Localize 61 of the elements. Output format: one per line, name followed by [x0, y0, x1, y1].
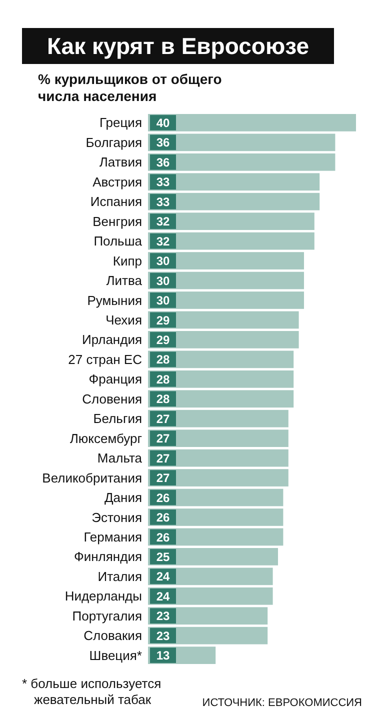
data-label: 27	[156, 432, 170, 446]
y-tick-label: Литва	[106, 273, 143, 288]
y-tick-label: Словакия	[84, 628, 142, 644]
data-label: 29	[156, 333, 170, 347]
y-tick-label: 27 стран ЕС	[68, 352, 142, 367]
y-tick-label: Ирландия	[82, 332, 142, 348]
y-tick-label: Чехия	[106, 312, 142, 328]
data-label: 30	[156, 294, 170, 308]
data-label: 36	[156, 136, 170, 150]
y-tick-label: Эстония	[92, 510, 142, 525]
data-label: 27	[156, 451, 170, 466]
data-label: 30	[156, 254, 170, 268]
y-tick-label: Словения	[82, 391, 142, 406]
y-tick-label: Болгария	[86, 134, 142, 150]
data-label: 32	[156, 234, 170, 248]
y-tick-label: Мальта	[97, 450, 143, 466]
data-label: 28	[156, 372, 170, 386]
data-label: 24	[156, 570, 170, 584]
y-tick-label: Латвия	[99, 154, 142, 170]
data-label: 26	[156, 490, 170, 505]
y-tick-label: Германия	[84, 530, 142, 545]
y-tick-label: Кипр	[112, 253, 142, 268]
text: ИСТОЧНИК: ЕВРОКОМИССИЯ	[202, 697, 362, 709]
y-tick-label: Португалия	[72, 608, 142, 624]
data-label: 33	[156, 194, 170, 209]
y-tick-label: Швеция*	[89, 648, 142, 663]
text: * больше используется жевательный табак	[22, 676, 162, 707]
y-tick-label: Финляндия	[74, 549, 142, 564]
data-label: 33	[156, 175, 170, 190]
chart-title: Как курят в Евросоюзе	[46, 33, 310, 59]
data-label: 24	[156, 589, 170, 604]
y-tick-label: Дания	[104, 490, 142, 506]
y-tick-label: Великобритания	[42, 470, 142, 486]
data-label: 36	[156, 155, 170, 170]
data-label: 13	[156, 648, 170, 663]
data-label: 23	[156, 628, 170, 643]
y-tick-label: Италия	[98, 568, 142, 584]
chart-subtitle: % курильщиков от общего числа населения	[38, 71, 222, 104]
y-tick-label: Греция	[99, 115, 142, 130]
data-label: 26	[156, 530, 170, 544]
y-tick-label: Люксембург	[70, 430, 142, 446]
data-label: 27	[156, 471, 170, 486]
data-label: 28	[156, 392, 170, 406]
y-tick-label: Нидерланды	[64, 588, 142, 604]
data-label: 23	[156, 609, 170, 624]
data-label: 28	[156, 352, 170, 367]
data-label: 30	[156, 274, 170, 288]
data-label: 40	[156, 116, 170, 130]
data-label: 32	[156, 214, 170, 229]
y-tick-label: Румыния	[87, 292, 142, 308]
y-tick-label: Испания	[90, 194, 142, 210]
y-tick-label: Бельгия	[93, 411, 142, 426]
data-label: 25	[156, 550, 170, 564]
data-label: 26	[156, 510, 170, 525]
y-tick-label: Венгрия	[92, 214, 142, 229]
data-label: 27	[156, 412, 170, 426]
y-tick-label: Франция	[88, 372, 142, 387]
y-tick-label: Польша	[94, 234, 143, 249]
bar	[148, 114, 356, 132]
data-label: 29	[156, 313, 170, 328]
y-tick-label: Австрия	[92, 174, 142, 190]
